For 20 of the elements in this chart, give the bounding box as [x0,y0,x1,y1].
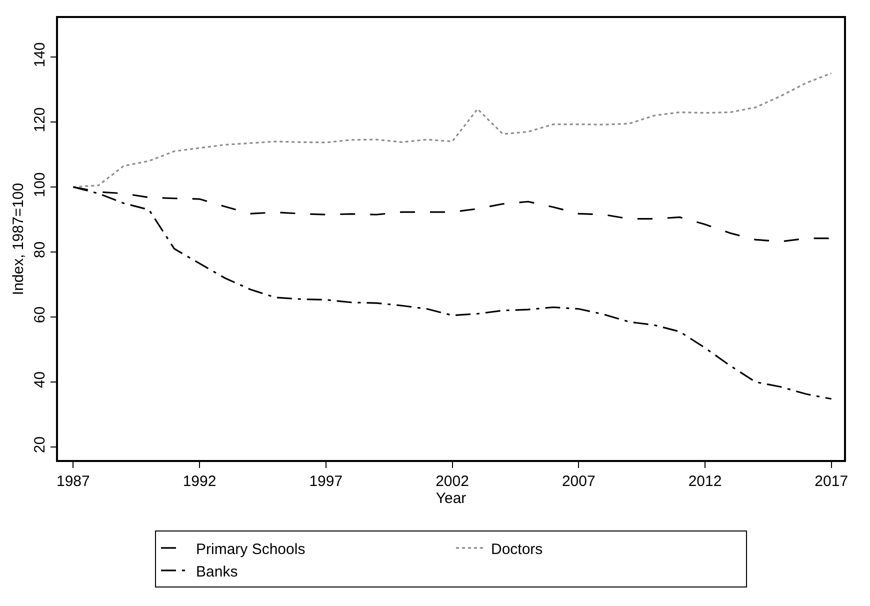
x-tick-label: 1997 [309,472,343,490]
legend-label: Primary Schools [196,540,306,558]
x-tick-label: 2007 [562,472,596,490]
x-tick-label: 2002 [436,472,469,490]
legend-label: Banks [196,563,238,580]
y-tick-label: 60 [31,306,48,324]
x-axis-title: Year [436,490,466,507]
x-tick-label: 1992 [182,472,216,490]
x-tick-label: 1987 [56,472,90,490]
y-tick-label: 80 [31,241,48,258]
y-tick-label: 120 [31,107,48,132]
x-tick-label: 2012 [688,472,722,490]
y-tick-label: 140 [31,42,48,68]
x-tick-label: 2017 [814,472,848,490]
y-tick-label: 40 [31,371,48,388]
y-axis-title: Index, 1987=100 [10,182,27,296]
y-tick-label: 20 [31,436,48,454]
legend-label: Doctors [491,540,543,558]
line-series [72,72,832,188]
y-tick-label: 100 [31,172,48,198]
